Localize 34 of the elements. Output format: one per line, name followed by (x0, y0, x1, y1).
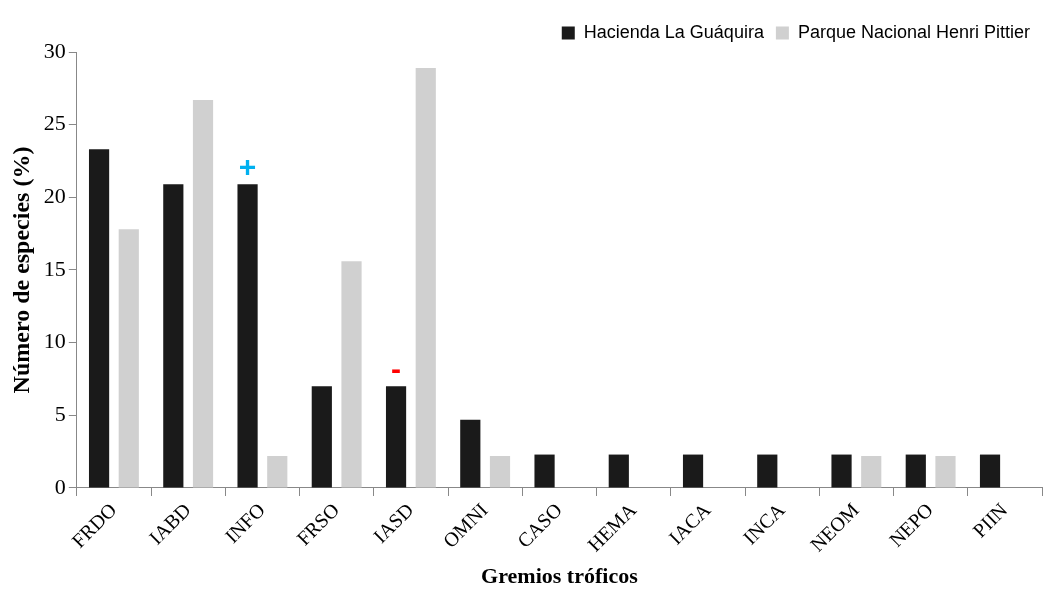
legend-label: Hacienda La Guáquira (583, 21, 765, 42)
bar (935, 456, 956, 488)
bar (861, 456, 882, 488)
bar (460, 419, 481, 488)
bar (118, 229, 139, 488)
bar (682, 454, 704, 488)
bar (415, 67, 436, 488)
y-tick-label: 5 (54, 401, 66, 427)
bar (608, 454, 629, 488)
bar (237, 184, 258, 488)
bar (267, 456, 288, 488)
y-tick-label: 10 (43, 328, 66, 354)
x-axis-title: Gremios tróficos (481, 563, 639, 589)
bar (385, 386, 407, 488)
bar (905, 454, 926, 488)
bar (757, 454, 778, 488)
y-tick-label: 25 (43, 110, 66, 136)
bar (979, 454, 1001, 488)
bar (534, 454, 555, 488)
bar (341, 261, 362, 488)
annotation: + (238, 149, 257, 183)
bar (192, 99, 214, 488)
y-tick-label: 15 (43, 255, 66, 281)
legend-label: Parque Nacional Henri Pittier (797, 21, 1031, 42)
annotation: - (391, 351, 402, 385)
bar (831, 454, 852, 488)
bar (163, 184, 184, 488)
y-axis-title: Número de especies (%) (7, 146, 34, 394)
bar (88, 149, 110, 488)
y-tick-label: 0 (54, 473, 66, 499)
y-tick-label: 30 (43, 37, 66, 63)
bar (489, 456, 511, 488)
bar (311, 386, 332, 488)
y-tick-label: 20 (43, 183, 66, 209)
